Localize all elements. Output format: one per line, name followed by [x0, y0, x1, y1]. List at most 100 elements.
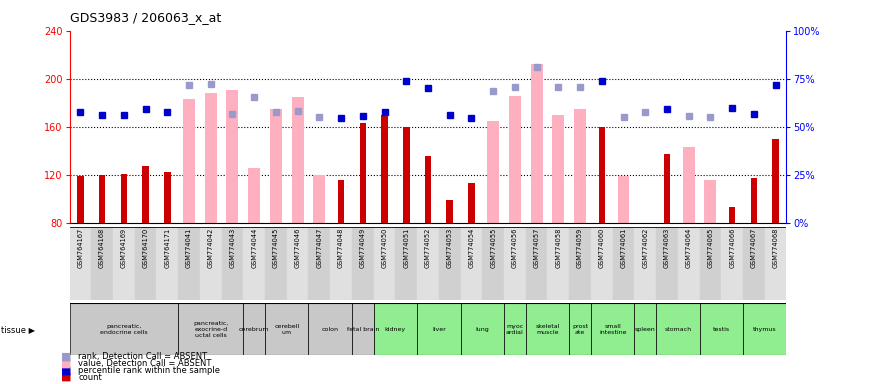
- Text: cerebell
um: cerebell um: [275, 324, 299, 335]
- Bar: [265, 227, 287, 300]
- Text: GSM774050: GSM774050: [381, 228, 388, 268]
- Bar: [569, 303, 591, 355]
- Bar: [70, 303, 178, 355]
- Bar: [574, 109, 586, 223]
- Bar: [338, 180, 344, 223]
- Text: GSM774045: GSM774045: [273, 228, 279, 268]
- Text: GSM774068: GSM774068: [773, 228, 779, 268]
- Text: GSM764170: GSM764170: [143, 228, 149, 268]
- Bar: [205, 93, 216, 223]
- Bar: [270, 109, 282, 223]
- Bar: [381, 115, 388, 223]
- Text: testis: testis: [713, 327, 730, 332]
- Bar: [591, 227, 613, 300]
- Bar: [178, 227, 200, 300]
- Bar: [417, 227, 439, 300]
- Bar: [374, 227, 395, 300]
- Text: GSM774058: GSM774058: [555, 228, 561, 268]
- Text: ■: ■: [61, 372, 71, 382]
- Bar: [591, 303, 634, 355]
- Text: lung: lung: [475, 327, 489, 332]
- Text: count: count: [78, 373, 102, 382]
- Bar: [265, 303, 308, 355]
- Text: GSM764171: GSM764171: [164, 228, 170, 268]
- Bar: [721, 227, 743, 300]
- Bar: [308, 227, 330, 300]
- Bar: [164, 172, 170, 223]
- Text: tissue ▶: tissue ▶: [1, 325, 35, 334]
- Bar: [531, 64, 542, 223]
- Text: GSM774041: GSM774041: [186, 228, 192, 268]
- Bar: [352, 227, 374, 300]
- Bar: [243, 227, 265, 300]
- Text: GSM774060: GSM774060: [599, 228, 605, 268]
- Text: spleen: spleen: [635, 327, 655, 332]
- Text: GSM774048: GSM774048: [338, 228, 344, 268]
- Bar: [178, 303, 243, 355]
- Text: prost
ate: prost ate: [572, 324, 588, 335]
- Bar: [765, 227, 786, 300]
- Text: skeletal
muscle: skeletal muscle: [535, 324, 560, 335]
- Bar: [553, 115, 564, 223]
- Text: ■: ■: [61, 358, 71, 368]
- Text: GSM764169: GSM764169: [121, 228, 127, 268]
- Text: GSM774066: GSM774066: [729, 228, 735, 268]
- Bar: [656, 227, 678, 300]
- Bar: [243, 303, 265, 355]
- Text: GSM774057: GSM774057: [534, 228, 540, 268]
- Bar: [314, 175, 325, 223]
- Bar: [618, 176, 629, 223]
- Text: thymus: thymus: [753, 327, 777, 332]
- Text: GSM764168: GSM764168: [99, 228, 105, 268]
- Text: GSM774056: GSM774056: [512, 228, 518, 268]
- Bar: [113, 227, 135, 300]
- Text: small
intestine: small intestine: [599, 324, 627, 335]
- Bar: [403, 127, 409, 223]
- Bar: [743, 303, 786, 355]
- Bar: [360, 123, 366, 223]
- Text: GSM764167: GSM764167: [77, 228, 83, 268]
- Bar: [664, 154, 670, 223]
- Text: GSM774044: GSM774044: [251, 228, 257, 268]
- Bar: [656, 303, 700, 355]
- Text: value, Detection Call = ABSENT: value, Detection Call = ABSENT: [78, 359, 211, 368]
- Bar: [183, 99, 195, 223]
- Bar: [773, 139, 779, 223]
- Bar: [547, 227, 569, 300]
- Bar: [425, 156, 431, 223]
- Bar: [287, 227, 308, 300]
- Bar: [468, 183, 474, 223]
- Text: fetal brain: fetal brain: [347, 327, 379, 332]
- Bar: [374, 303, 417, 355]
- Text: kidney: kidney: [385, 327, 406, 332]
- Text: GSM774047: GSM774047: [316, 228, 322, 268]
- Text: GSM774052: GSM774052: [425, 228, 431, 268]
- Bar: [729, 207, 735, 223]
- Text: GSM774051: GSM774051: [403, 228, 409, 268]
- Text: GSM774054: GSM774054: [468, 228, 474, 268]
- Text: GSM774062: GSM774062: [642, 228, 648, 268]
- Text: GSM774059: GSM774059: [577, 228, 583, 268]
- Bar: [504, 227, 526, 300]
- Bar: [613, 227, 634, 300]
- Bar: [461, 303, 504, 355]
- Text: liver: liver: [432, 327, 446, 332]
- Text: colon: colon: [322, 327, 339, 332]
- Text: pancreatic,
endocrine cells: pancreatic, endocrine cells: [100, 324, 148, 335]
- Bar: [705, 180, 716, 223]
- Bar: [439, 227, 461, 300]
- Bar: [461, 227, 482, 300]
- Bar: [395, 227, 417, 300]
- Text: rank, Detection Call = ABSENT: rank, Detection Call = ABSENT: [78, 353, 208, 361]
- Text: ■: ■: [61, 365, 71, 375]
- Bar: [70, 227, 91, 300]
- Bar: [509, 96, 521, 223]
- Bar: [249, 167, 260, 223]
- Bar: [417, 303, 461, 355]
- Text: GSM774053: GSM774053: [447, 228, 453, 268]
- Bar: [200, 227, 222, 300]
- Bar: [308, 303, 352, 355]
- Text: GSM774043: GSM774043: [229, 228, 235, 268]
- Bar: [156, 227, 178, 300]
- Text: GSM774046: GSM774046: [295, 228, 301, 268]
